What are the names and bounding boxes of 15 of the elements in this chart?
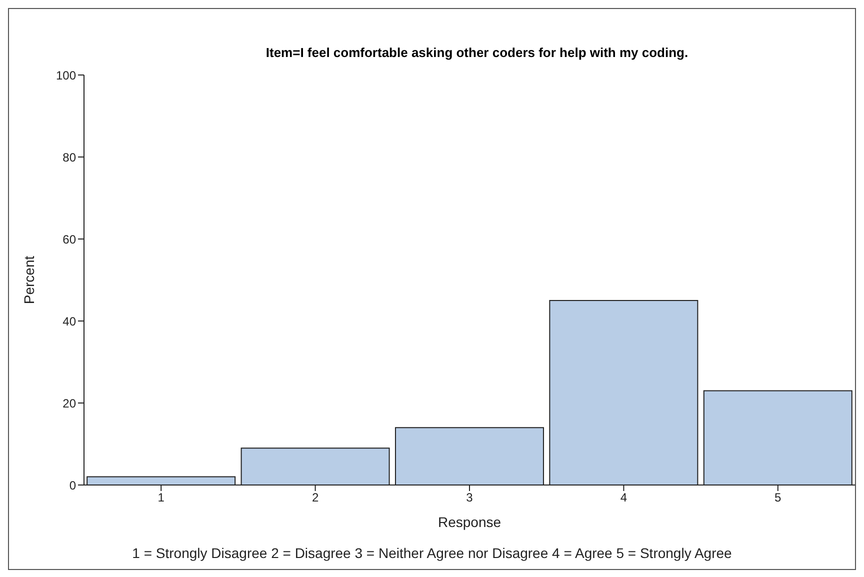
y-tick-label: 20: [62, 396, 76, 410]
x-tick-label: 5: [774, 490, 782, 505]
y-tick-label: 80: [62, 150, 76, 164]
text: 1 = Strongly Disagree 2 = Disagree 3 = Neither Agree nor Disagree 4 = Agree 5 = Strongly Agree: [131, 545, 733, 561]
y-tick-label: 40: [62, 314, 76, 328]
x-tick-label: 4: [620, 490, 628, 505]
x-tick-label: 3: [466, 490, 474, 505]
x-tick-label: 2: [312, 490, 319, 505]
y-tick-label: 100: [56, 68, 76, 82]
x-tick-label: 1: [158, 490, 165, 505]
chart-title: Item=I feel comfortable asking other coders for help with my coding.: [264, 45, 690, 60]
y-tick-label: 60: [62, 232, 76, 246]
x-axis-title: Response: [438, 514, 502, 530]
y-tick-label: 0: [69, 478, 76, 492]
y-axis-title: Percent: [20, 256, 37, 304]
